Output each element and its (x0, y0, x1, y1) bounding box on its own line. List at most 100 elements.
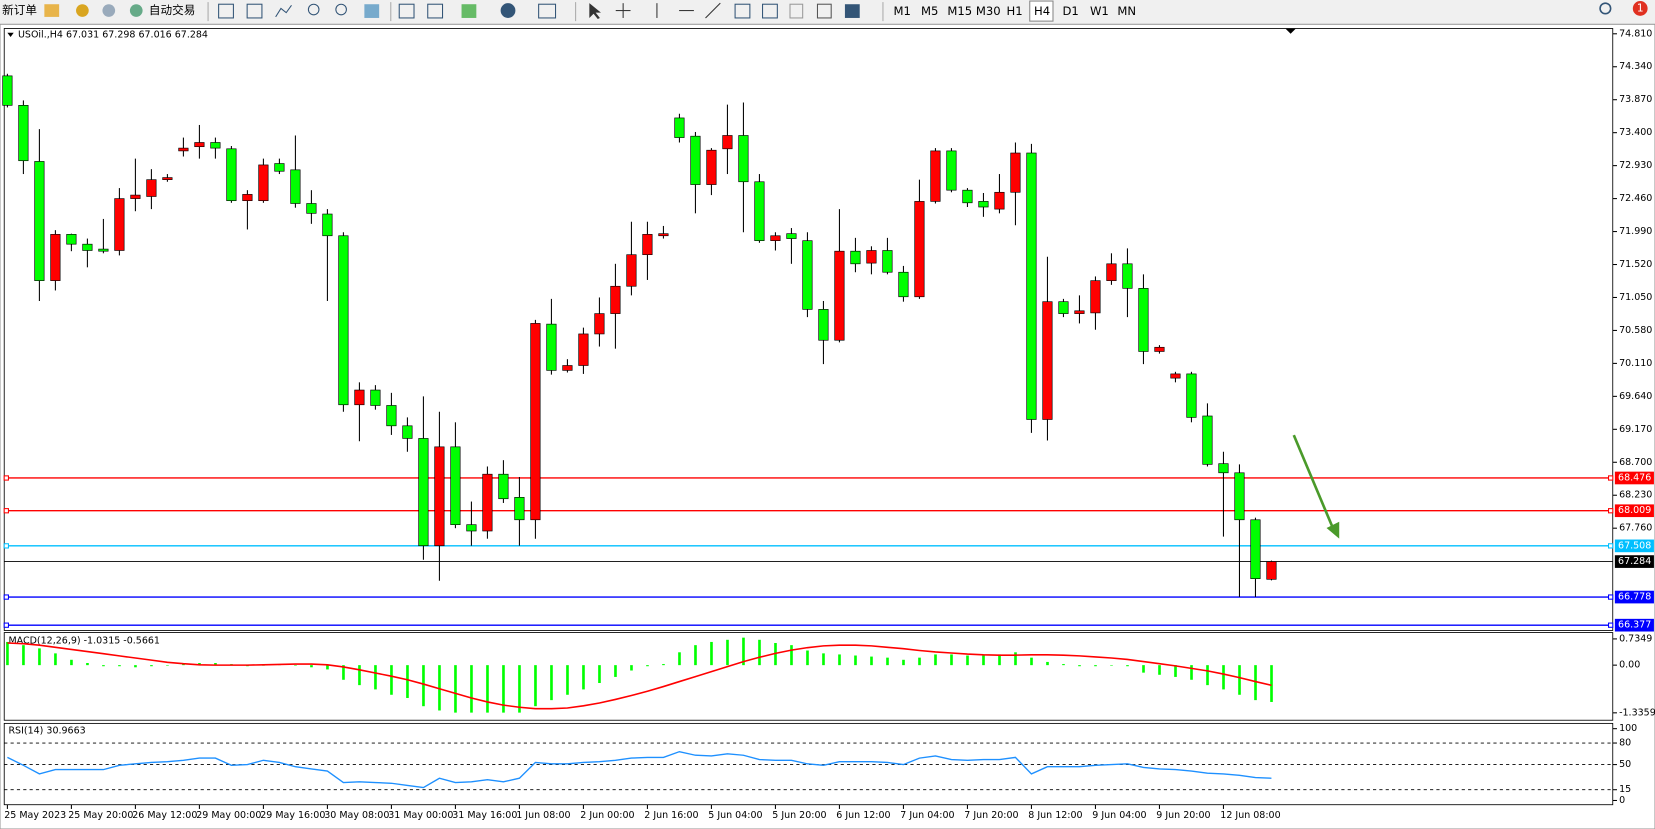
x-tick-label: 5 Jun 04:00 (708, 810, 762, 821)
candle-body (402, 425, 413, 439)
timeframe-button[interactable]: MN (1117, 4, 1136, 18)
macd-bar (790, 645, 793, 666)
text-tool[interactable] (789, 3, 804, 19)
macd-bar (886, 657, 889, 666)
macd-bar (582, 665, 585, 690)
search-button[interactable] (1599, 2, 1612, 15)
icon[interactable] (275, 4, 292, 18)
timeframe-button[interactable]: M5 (921, 4, 938, 18)
candle-body (754, 181, 765, 241)
candle-body (866, 250, 877, 264)
candle-body (1266, 561, 1277, 580)
candle-body (914, 201, 925, 298)
candle-body (306, 203, 317, 214)
macd-bar (614, 665, 617, 677)
annotation-arrowhead (1326, 521, 1340, 539)
icon[interactable] (734, 3, 751, 19)
rsi-title: RSI(14) 30.9663 (8, 725, 85, 736)
macd-bar (1190, 665, 1193, 680)
timeframe-button[interactable]: M15 (947, 4, 972, 18)
candle-body (338, 235, 349, 406)
macd-bar (662, 664, 665, 666)
timeframe-button[interactable]: H1 (1007, 4, 1023, 18)
active-timeframe (1029, 0, 1054, 22)
macd-bar (550, 665, 553, 701)
icon[interactable] (102, 4, 116, 17)
macd-bar (822, 653, 825, 666)
level-label: 66.778 (1618, 592, 1651, 603)
y-tick-label: 70.580 (1619, 325, 1652, 336)
candle-body (1234, 472, 1245, 521)
macd-bar (902, 659, 905, 666)
macd-bar (1238, 665, 1241, 695)
toolbar-bg (0, 0, 1655, 24)
icon[interactable] (538, 3, 557, 19)
icon[interactable] (500, 3, 516, 18)
icon[interactable] (335, 3, 347, 16)
macd-panel (3, 632, 1614, 721)
candle-body (18, 105, 29, 162)
notification-badge[interactable] (1632, 1, 1648, 16)
icon[interactable] (364, 4, 380, 18)
y-tick-label: 69.640 (1619, 391, 1652, 402)
macd-bar (1222, 665, 1225, 690)
candle-body (546, 323, 557, 371)
candle-body (818, 309, 829, 341)
candle-body (770, 235, 781, 241)
candle-body (642, 234, 653, 256)
x-tick-label: 26 May 12:00 (132, 810, 197, 821)
auto-trading-button[interactable]: 自动交易 (149, 3, 195, 17)
macd-bar (982, 655, 985, 666)
icon[interactable] (246, 3, 263, 19)
candle-body (834, 250, 845, 341)
icon[interactable] (307, 3, 320, 16)
macd-bar (598, 665, 601, 683)
icon[interactable] (844, 4, 860, 18)
icon[interactable] (427, 3, 444, 19)
icon[interactable] (218, 3, 234, 19)
level-handle (3, 594, 9, 600)
macd-bar (326, 665, 329, 670)
new-order-button[interactable]: 新订单 (2, 3, 37, 17)
candle-body (274, 163, 285, 172)
timeframe-button[interactable]: D1 (1062, 4, 1078, 18)
plot: 74.810 74.340 73.870 73.400 72.930 72.460 71.9… (2, 28, 1655, 821)
label-tool[interactable] (816, 3, 832, 19)
candle-body (1058, 301, 1069, 314)
candle-body (1154, 346, 1165, 352)
candle-body (658, 233, 669, 237)
level-handle (1608, 594, 1614, 600)
chart-title: USOil.,H4 67.031 67.298 67.016 67.284 (18, 29, 208, 40)
macd-bar (1110, 665, 1113, 666)
timeframe-button[interactable]: M1 (894, 4, 911, 18)
macd-bar (1158, 665, 1161, 675)
timeframe-button[interactable]: H4 (1034, 4, 1050, 18)
candle-body (594, 313, 605, 335)
macd-bar (358, 665, 361, 686)
candle-body (354, 389, 365, 406)
timeframe-button[interactable]: W1 (1090, 4, 1109, 18)
icon[interactable] (129, 4, 143, 17)
cursor-tool[interactable] (589, 3, 601, 20)
candle-body (610, 285, 621, 314)
candle-body (1106, 263, 1117, 281)
macd-bar (454, 665, 457, 713)
candle-body (146, 179, 157, 197)
macd-bar (294, 665, 297, 666)
macd-bar (758, 639, 761, 666)
trendline-tool[interactable] (705, 2, 721, 19)
macd-bar (438, 665, 441, 711)
y-tick-label: 72.460 (1619, 193, 1652, 204)
y-tick-label: 74.340 (1619, 61, 1652, 72)
icon[interactable] (461, 4, 477, 18)
icon[interactable] (762, 3, 778, 19)
icon[interactable] (76, 4, 89, 17)
macd-bar (630, 665, 633, 671)
candle-body (466, 524, 477, 532)
y-tick-label: 73.400 (1619, 127, 1652, 138)
macd-bar (678, 652, 681, 666)
icon[interactable] (44, 4, 60, 17)
timeframe-button[interactable]: M30 (976, 4, 1001, 18)
icon[interactable] (398, 3, 415, 19)
